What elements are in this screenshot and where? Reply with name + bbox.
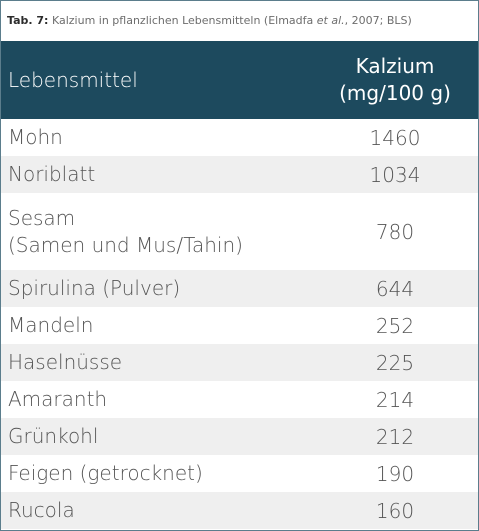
caption-text-before: Kalzium in pflanzlichen Lebensmitteln (E…: [48, 14, 317, 27]
table-row: Rucola 160: [1, 492, 478, 529]
calcium-value: 190: [375, 461, 415, 486]
food-name: Haselnüsse: [8, 350, 123, 374]
table-row: Mohn 1460: [1, 119, 478, 156]
header-food: Lebensmittel: [8, 68, 138, 92]
food-cell: Noriblatt: [1, 156, 320, 193]
food-name: Mohn: [8, 125, 63, 149]
food-name: Feigen (getrocknet): [8, 461, 203, 485]
calcium-value: 780: [375, 219, 415, 244]
food-name: Sesam: [8, 205, 76, 230]
food-cell: Amaranth: [1, 381, 320, 418]
header-calcium-line2: (mg/100 g): [339, 81, 451, 105]
calcium-value: 214: [375, 387, 415, 412]
food-name: Rucola: [8, 498, 75, 522]
food-cell: Feigen (getrocknet): [1, 455, 320, 492]
food-cell: Mohn: [1, 119, 320, 156]
food-cell: Rucola: [1, 492, 320, 529]
food-name-line2: (Samen und Mus/Tahin): [8, 232, 243, 257]
table-row: Spirulina (Pulver) 644: [1, 270, 478, 307]
table-caption: Tab. 7: Kalzium in pflanzlichen Lebensmi…: [1, 1, 478, 41]
caption-label: Tab. 7:: [7, 14, 49, 27]
food-name: Noriblatt: [8, 162, 96, 186]
table-header: Lebensmittel Kalzium (mg/100 g): [1, 41, 478, 119]
table-row: Sesam (Samen und Mus/Tahin) 780: [1, 193, 478, 270]
caption-text-after: , 2007; BLS): [344, 14, 412, 27]
caption-italic: et al.: [316, 14, 345, 27]
calcium-value: 160: [375, 498, 415, 523]
table-row: Noriblatt 1034: [1, 156, 478, 193]
food-name: Spirulina (Pulver): [8, 276, 181, 300]
table-row: Amaranth 214: [1, 381, 478, 418]
food-cell: Sesam (Samen und Mus/Tahin): [1, 193, 320, 270]
header-calcium: Kalzium (mg/100 g): [320, 41, 478, 119]
calcium-value: 212: [375, 424, 415, 449]
food-cell: Grünkohl: [1, 418, 320, 455]
calcium-value: 1034: [369, 162, 421, 187]
table-row: Grünkohl 212: [1, 418, 478, 455]
food-name: Amaranth: [8, 387, 108, 411]
calcium-value: 225: [375, 350, 415, 375]
food-cell: Mandeln: [1, 307, 320, 344]
table-row: Feigen (getrocknet) 190: [1, 455, 478, 492]
header-calcium-line1: Kalzium: [355, 54, 435, 78]
calcium-value: 644: [375, 276, 415, 301]
food-cell: Spirulina (Pulver): [1, 270, 320, 307]
food-name: Mandeln: [8, 313, 94, 337]
table-row: Haselnüsse 225: [1, 344, 478, 381]
calcium-value: 1460: [369, 125, 421, 150]
food-name: Grünkohl: [8, 424, 99, 448]
food-cell: Haselnüsse: [1, 344, 320, 381]
table-row: Mandeln 252: [1, 307, 478, 344]
calcium-value: 252: [375, 313, 415, 338]
